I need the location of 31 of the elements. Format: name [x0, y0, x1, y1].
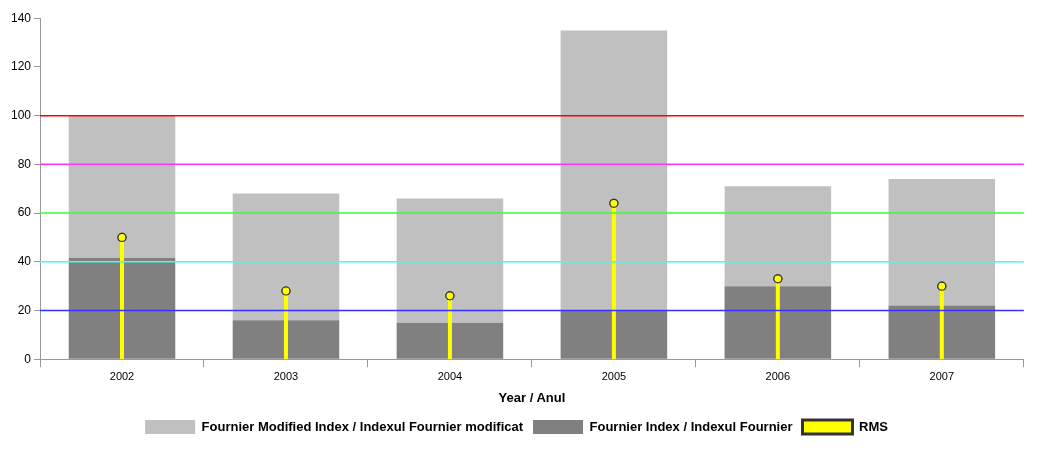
- x-tick-label: 2005: [601, 369, 627, 382]
- point: [281, 286, 291, 296]
- point: [117, 232, 127, 243]
- bar: [724, 186, 832, 287]
- bar: [68, 115, 176, 259]
- point: [609, 198, 619, 208]
- legend-label: RMS: [858, 418, 889, 434]
- legend-label: Fournier Index / Indexul Fournier: [589, 418, 793, 434]
- y-tick-label: 120: [10, 59, 32, 74]
- y-tick-label: 40: [17, 254, 32, 269]
- x-tick-label: 2006: [765, 369, 791, 382]
- y-tick-label: 20: [17, 302, 32, 317]
- y-tick-label: 80: [17, 156, 32, 171]
- point: [773, 274, 783, 284]
- x-tick-label: 2003: [273, 369, 299, 382]
- x-tick-label: 2007: [929, 369, 955, 382]
- x-tick-label: 2004: [437, 369, 463, 382]
- point: [937, 281, 947, 291]
- bar: [560, 30, 668, 311]
- x-axis-title: Year / Anul: [498, 389, 566, 405]
- bar: [396, 198, 504, 323]
- y-tick-label: 100: [10, 107, 32, 122]
- y-tick-label: 140: [10, 10, 32, 25]
- bar: [888, 178, 996, 306]
- bar: [232, 193, 340, 321]
- legend-label: Fournier Modified Index / Indexul Fournier modificat: [201, 418, 524, 434]
- x-tick-label: 2002: [109, 369, 135, 382]
- y-tick-label: 60: [17, 205, 32, 220]
- bar: [560, 310, 668, 359]
- y-tick-label: 0: [24, 351, 32, 366]
- point: [445, 291, 455, 301]
